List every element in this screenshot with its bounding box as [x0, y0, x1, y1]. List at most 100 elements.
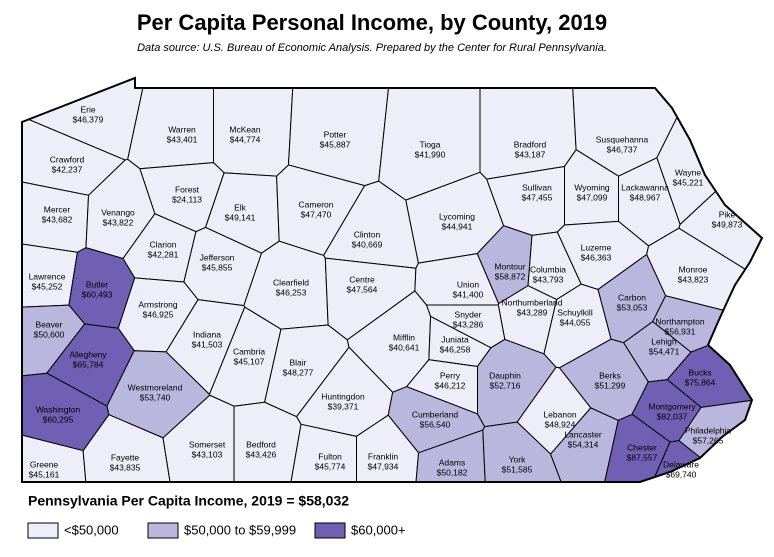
county-income: $42,281 [148, 249, 179, 259]
county-name: Dauphin [489, 370, 521, 380]
county-income: $43,823 [678, 274, 709, 284]
county-income: $43,822 [103, 217, 134, 227]
county-name: Lycoming [439, 211, 475, 221]
county-income: $43,426 [246, 449, 277, 459]
county-name: Luzerne [581, 242, 612, 252]
county-income: $43,835 [110, 462, 141, 472]
county-name: Armstrong [138, 299, 177, 309]
county-name: Union [457, 279, 479, 289]
legend: <$50,000 $50,000 to $59,999 $60,000+ [27, 522, 406, 539]
county-income: $54,314 [568, 439, 599, 449]
county-income: $49,873 [712, 219, 743, 229]
county-income: $43,187 [515, 149, 546, 159]
county-income: $40,669 [352, 239, 383, 249]
county-name: Clinton [354, 229, 381, 239]
county-name: Columbia [530, 264, 566, 274]
county-income: $42,237 [52, 164, 83, 174]
county-name: Pike [719, 209, 736, 219]
county-name: Huntingdon [321, 391, 365, 401]
county-name: Juniata [441, 334, 469, 344]
county-income: $46,925 [143, 309, 174, 319]
county-name: Schuylkill [557, 307, 593, 317]
county-income: $45,107 [234, 356, 265, 366]
legend-swatch [147, 522, 179, 539]
county-income: $57,265 [693, 435, 724, 445]
county-name: Adams [439, 457, 465, 467]
county-income: $56,540 [420, 419, 451, 429]
county-name: Wayne [675, 167, 701, 177]
county-income: $41,990 [415, 149, 446, 159]
county-name: Wyoming [574, 182, 610, 192]
legend-swatch [27, 522, 59, 539]
county-name: Carbon [618, 292, 646, 302]
county-income: $41,503 [192, 339, 223, 349]
county-income: $50,600 [34, 329, 65, 339]
county-income: $51,299 [595, 380, 626, 390]
county-name: Beaver [36, 319, 63, 329]
county-income: $51,585 [502, 464, 533, 474]
county-income: $56,931 [665, 326, 696, 336]
county-name: Centre [349, 274, 375, 284]
county-name: Franklin [368, 451, 399, 461]
county-income: $46,379 [73, 114, 104, 124]
county-income: $49,141 [225, 212, 256, 222]
county-name: York [509, 454, 526, 464]
county [479, 87, 577, 180]
county-income: $47,470 [301, 209, 332, 219]
county-income: $45,161 [29, 469, 60, 479]
county-name: Montgomery [648, 401, 696, 411]
county-income: $65,784 [73, 359, 104, 369]
county-name: Potter [324, 129, 347, 139]
county-name: Allegheny [69, 349, 107, 359]
county-income: $53,053 [617, 302, 648, 312]
county-income: $45,887 [320, 139, 351, 149]
county-income: $39,371 [328, 401, 359, 411]
county-name: Delaware [663, 459, 699, 469]
county-income: $58,872 [495, 271, 526, 281]
county-income: $43,793 [533, 274, 564, 284]
county-name: Lancaster [564, 429, 601, 439]
county-name: Bradford [514, 139, 547, 149]
county-name: Cumberland [412, 409, 459, 419]
county-income: $44,055 [560, 317, 591, 327]
county-income: $48,967 [630, 192, 661, 202]
county-income: $69,740 [666, 469, 697, 479]
county-name: Northampton [655, 316, 704, 326]
county-income: $60,295 [43, 414, 74, 424]
county-income: $24,113 [172, 194, 202, 204]
county-name: Lebanon [543, 409, 576, 419]
county-income: $43,103 [192, 449, 223, 459]
county-income: $45,855 [202, 262, 233, 272]
county-income: $54,471 [649, 346, 680, 356]
county-income: $50,182 [437, 467, 468, 477]
county-income: $47,455 [522, 192, 553, 202]
county-name: Lehigh [651, 336, 677, 346]
county-income: $48,924 [545, 419, 576, 429]
county-name: Perry [440, 370, 461, 380]
county-name: Fulton [318, 451, 342, 461]
map-title: Per Capita Personal Income, by County, 2… [137, 10, 607, 35]
county-income: $43,289 [517, 307, 548, 317]
county-name: Bedford [246, 439, 276, 449]
county-name: Philadelphia [685, 425, 732, 435]
county-name: Chester [627, 442, 657, 452]
county-income: $46,253 [276, 287, 307, 297]
county-income: $46,212 [435, 380, 466, 390]
county-name: Jefferson [200, 252, 235, 262]
county-name: Crawford [50, 154, 85, 164]
legend-title: Pennsylvania Per Capita Income, 2019 = $… [28, 493, 349, 509]
county-income: $52,716 [490, 380, 521, 390]
county-name: Northumberland [502, 297, 563, 307]
county-name: Blair [289, 357, 306, 367]
county-name: Fayette [111, 452, 140, 462]
county-income: $41,400 [453, 289, 484, 299]
county-income: $47,564 [347, 284, 378, 294]
county-name: Erie [80, 104, 95, 114]
county-income: $46,737 [607, 144, 638, 154]
county-income: $43,682 [42, 214, 73, 224]
county-name: Elk [234, 202, 247, 212]
county-income: $43,401 [167, 134, 198, 144]
county-income: $60,493 [82, 289, 113, 299]
county-name: Butler [86, 279, 108, 289]
county-name: Forest [175, 184, 200, 194]
